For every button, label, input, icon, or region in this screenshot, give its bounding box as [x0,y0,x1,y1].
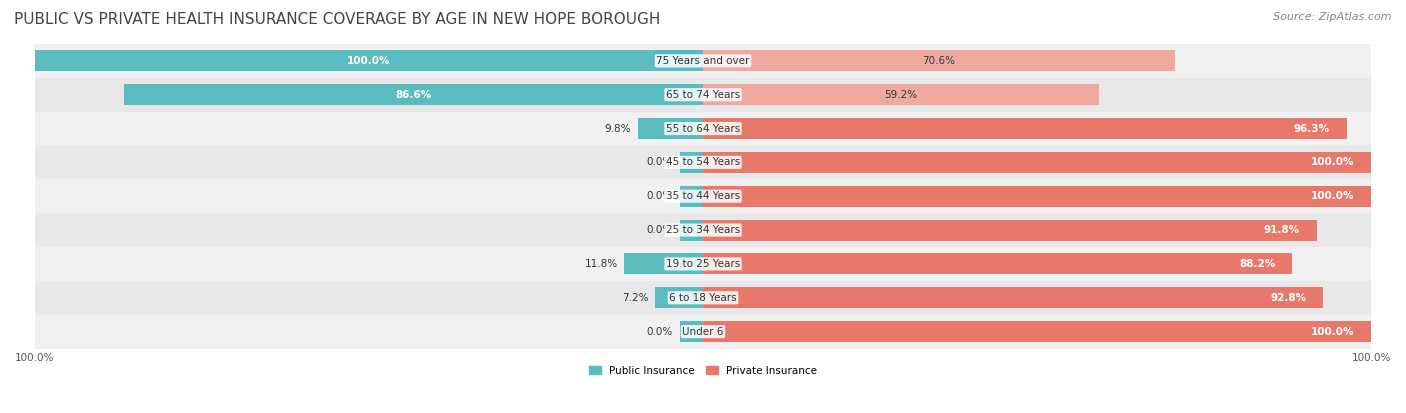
Text: 59.2%: 59.2% [884,90,917,100]
Bar [679,186,703,207]
Bar [624,254,703,274]
Text: 55 to 64 Years: 55 to 64 Years [666,123,740,133]
Bar [655,287,703,308]
Text: 100.0%: 100.0% [1312,191,1354,201]
Text: 45 to 54 Years: 45 to 54 Years [666,157,740,167]
Text: 92.8%: 92.8% [1271,293,1306,303]
Legend: Public Insurance, Private Insurance: Public Insurance, Private Insurance [585,361,821,380]
Bar [703,220,1316,240]
Text: 91.8%: 91.8% [1264,225,1299,235]
Bar [35,281,1371,315]
Text: 7.2%: 7.2% [621,293,648,303]
Text: 70.6%: 70.6% [922,56,956,66]
Text: Source: ZipAtlas.com: Source: ZipAtlas.com [1274,12,1392,22]
Text: 9.8%: 9.8% [605,123,631,133]
Bar [124,84,703,105]
Text: 11.8%: 11.8% [585,259,617,269]
Bar [35,247,1371,281]
Bar [703,152,1371,173]
Bar [679,152,703,173]
Text: 0.0%: 0.0% [647,327,673,337]
Text: 88.2%: 88.2% [1240,259,1275,269]
Text: 6 to 18 Years: 6 to 18 Years [669,293,737,303]
Text: Under 6: Under 6 [682,327,724,337]
Text: 100.0%: 100.0% [347,56,391,66]
Bar [35,179,1371,213]
Bar [35,112,1371,145]
Bar [679,321,703,342]
Text: 19 to 25 Years: 19 to 25 Years [666,259,740,269]
Bar [703,321,1371,342]
Text: 100.0%: 100.0% [1312,157,1354,167]
Bar [35,213,1371,247]
Text: 35 to 44 Years: 35 to 44 Years [666,191,740,201]
Bar [35,78,1371,112]
Bar [703,84,1098,105]
Text: 0.0%: 0.0% [647,225,673,235]
Bar [35,315,1371,349]
Text: 86.6%: 86.6% [395,90,432,100]
Bar [637,118,703,139]
Bar [35,44,1371,78]
Text: 25 to 34 Years: 25 to 34 Years [666,225,740,235]
Text: 0.0%: 0.0% [647,191,673,201]
Bar [703,118,1347,139]
Bar [703,50,1175,71]
Bar [35,145,1371,179]
Bar [703,254,1292,274]
Text: 75 Years and over: 75 Years and over [657,56,749,66]
Text: 100.0%: 100.0% [1312,327,1354,337]
Bar [703,287,1323,308]
Bar [35,50,703,71]
Text: 65 to 74 Years: 65 to 74 Years [666,90,740,100]
Text: PUBLIC VS PRIVATE HEALTH INSURANCE COVERAGE BY AGE IN NEW HOPE BOROUGH: PUBLIC VS PRIVATE HEALTH INSURANCE COVER… [14,12,661,27]
Bar [679,220,703,240]
Bar [703,186,1371,207]
Text: 96.3%: 96.3% [1294,123,1330,133]
Text: 0.0%: 0.0% [647,157,673,167]
